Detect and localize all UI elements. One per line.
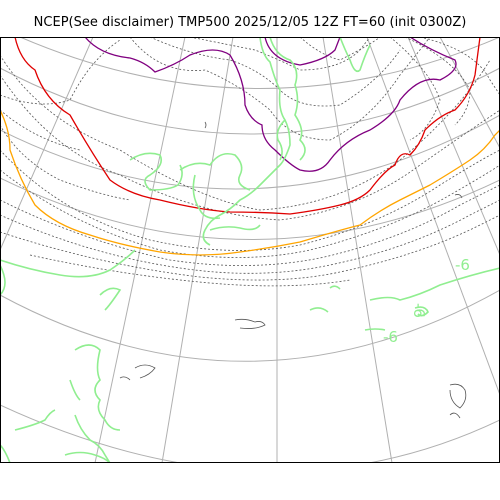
contour-label: -6 xyxy=(410,303,428,318)
minor-coastline xyxy=(449,383,467,409)
coastline xyxy=(129,152,183,191)
contour-label: -6 xyxy=(455,256,470,274)
isotherm-purple xyxy=(84,37,457,172)
isotherm-dashed xyxy=(0,124,131,201)
isotherm-dashed xyxy=(0,184,500,266)
coastline xyxy=(74,414,111,463)
coastline xyxy=(339,37,371,73)
isotherm-dashed xyxy=(0,109,81,151)
parallel-line xyxy=(0,67,500,135)
minor-coastline xyxy=(454,194,463,199)
isotherm-dashed xyxy=(404,37,471,126)
coastline xyxy=(192,174,221,220)
coastline xyxy=(0,264,6,296)
meridian-line xyxy=(407,37,500,256)
meridian-line xyxy=(366,37,500,396)
isotherm-purple xyxy=(264,37,341,66)
isotherm-dashed xyxy=(189,37,371,71)
contour-label: -6 xyxy=(383,328,398,346)
coastline xyxy=(69,379,81,401)
meridian-line xyxy=(94,37,186,463)
meridian-line xyxy=(322,37,393,463)
coastline xyxy=(0,444,11,463)
coastline xyxy=(99,287,122,311)
coastline xyxy=(309,307,329,313)
isotherm-dashed xyxy=(149,37,401,107)
coastline xyxy=(74,344,121,431)
isotherm-dashed xyxy=(0,164,500,258)
map-title: NCEP(See disclaimer) TMP500 2025/12/05 1… xyxy=(33,15,467,30)
minor-coastline xyxy=(134,364,156,379)
coastline xyxy=(414,306,429,317)
minor-coastline xyxy=(204,121,207,129)
coastline xyxy=(329,285,341,290)
isotherm-dashed xyxy=(0,149,500,251)
parallel-line xyxy=(0,177,500,240)
parallel-line xyxy=(0,289,500,362)
coastline xyxy=(209,224,261,231)
coastline xyxy=(64,451,111,463)
minor-coastline-group xyxy=(119,121,467,419)
parallel-line xyxy=(0,114,500,190)
minor-coastline xyxy=(234,318,266,329)
coastline xyxy=(364,328,386,331)
coastline xyxy=(269,37,306,161)
isotherm-dashed xyxy=(389,37,441,141)
meridian-line xyxy=(439,37,500,149)
isotherm-dashed xyxy=(0,214,500,281)
graticule xyxy=(0,37,500,463)
map-canvas: -6 -6 -6 xyxy=(0,37,500,463)
meridian-line xyxy=(0,37,94,251)
isotherm-dashed xyxy=(0,74,500,221)
parallel-line xyxy=(19,37,500,89)
isotherm-orange xyxy=(0,109,500,256)
isotherm-dashed xyxy=(419,37,500,96)
map-frame: -6 -6 -6 xyxy=(0,37,500,463)
minor-coastline xyxy=(449,412,461,419)
isotherm-dashed xyxy=(0,54,491,211)
isotherm-dashed xyxy=(129,37,431,141)
coastline xyxy=(276,119,286,161)
coastline xyxy=(179,152,251,191)
isotherm-red xyxy=(14,37,481,215)
minor-coastline xyxy=(119,376,131,381)
isotherm-dashed xyxy=(0,39,121,105)
isotherm-dashed xyxy=(0,199,500,274)
isotherm-dashed-group xyxy=(0,37,500,287)
coastline xyxy=(0,249,136,278)
coastline xyxy=(369,267,500,301)
coastline xyxy=(14,409,56,431)
isotherm-dashed xyxy=(29,254,351,287)
parallel-line xyxy=(0,404,500,463)
meridian-line xyxy=(161,37,234,463)
